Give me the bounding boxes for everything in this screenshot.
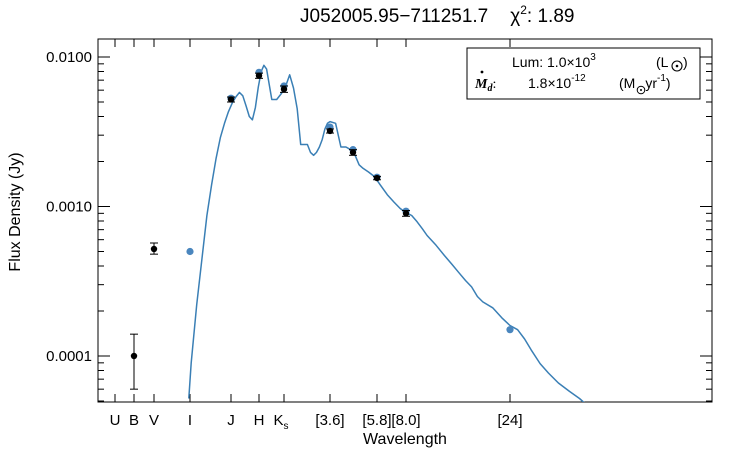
x-tick-label-text: [3.6] (315, 412, 344, 429)
x-tick-label-text: I (188, 412, 192, 429)
chart-title: J052005.95−711251.7 χ2: 1.89 (300, 3, 574, 27)
observed-photometry-point (349, 149, 357, 156)
x-tick-label-text: [24] (497, 412, 522, 429)
title-object: J052005.95−711251.7 (300, 6, 488, 27)
y-tick-label: 0.0010 (46, 199, 92, 216)
legend: Lum: 1.0×103 (L ) Md: 1.8×10-12 (M yr-1) (466, 47, 701, 100)
x-tick-label-text: V (149, 412, 159, 429)
y-tick-label: 0.0001 (46, 348, 92, 365)
mdot-dot-icon (480, 70, 484, 74)
title-chi-value: : 1.89 (527, 6, 575, 27)
model-sed-line (188, 64, 585, 402)
legend-mdot-symbol: Md: (474, 77, 496, 94)
x-tick-label-text: H (254, 412, 265, 429)
legend-box (466, 47, 701, 100)
observed-photometry-point (402, 210, 410, 217)
x-tick-label-text: J (227, 412, 235, 429)
legend-luminosity: Lum: 1.0×103 (512, 52, 596, 70)
legend-lum-exponent: 3 (590, 52, 596, 63)
observed-photometry-point (326, 127, 334, 135)
observed-photometry-point (280, 85, 288, 93)
x-tick-label: U (110, 412, 121, 429)
model-photometry-point (186, 247, 194, 256)
x-tick-label: Ks (273, 412, 288, 432)
plot-area (130, 64, 585, 402)
legend-lum-unit-close: ) (683, 54, 688, 70)
title-chi-symbol: χ (510, 6, 520, 27)
x-tick-label: [8.0] (391, 412, 420, 429)
x-tick-label: [3.6] (315, 412, 344, 429)
y-axis-label: Flux Density (Jy) (7, 152, 24, 271)
observed-photometry-point (373, 174, 381, 182)
sun-symbol-mdot (636, 85, 646, 95)
x-axis-label: Wavelength (363, 431, 447, 448)
observed-photometry-point (150, 245, 158, 253)
observed-photometry-point (255, 72, 263, 79)
x-axis: U B V I J H Ks [3.6] [5.8] [8.0] [24] (110, 39, 523, 432)
x-tick-label-sub: s (284, 421, 289, 432)
x-tick-label: B (129, 412, 139, 429)
title-chi-exponent: 2 (520, 3, 527, 17)
legend-mdot-unit: (M yr-1) (619, 73, 671, 91)
y-tick-label: 0.0100 (46, 49, 92, 66)
x-tick-label-text: K (273, 412, 283, 429)
x-tick-label-text: B (129, 412, 139, 429)
x-tick-label: J (227, 412, 235, 429)
x-tick-label-text: [8.0] (391, 412, 420, 429)
model-photometry-point (506, 326, 514, 334)
x-tick-label-text: U (110, 412, 121, 429)
x-tick-label: I (188, 412, 192, 429)
observed-photometry-point (130, 352, 138, 360)
x-tick-label: [5.8] (362, 412, 391, 429)
legend-lum-label: Lum: 1.0×10 (512, 54, 590, 70)
legend-mdot-value: 1.8×10-12 (528, 73, 586, 91)
sun-symbol-lum (671, 60, 683, 72)
x-tick-label: H (254, 412, 265, 429)
y-axis: 0.0100 0.0010 0.0001 (46, 49, 712, 402)
x-tick-label: [24] (497, 412, 522, 429)
observed-photometry-point (227, 96, 235, 103)
x-tick-label: V (149, 412, 159, 429)
legend-lum-unit: (L (656, 54, 669, 70)
x-tick-label-text: [5.8] (362, 412, 391, 429)
